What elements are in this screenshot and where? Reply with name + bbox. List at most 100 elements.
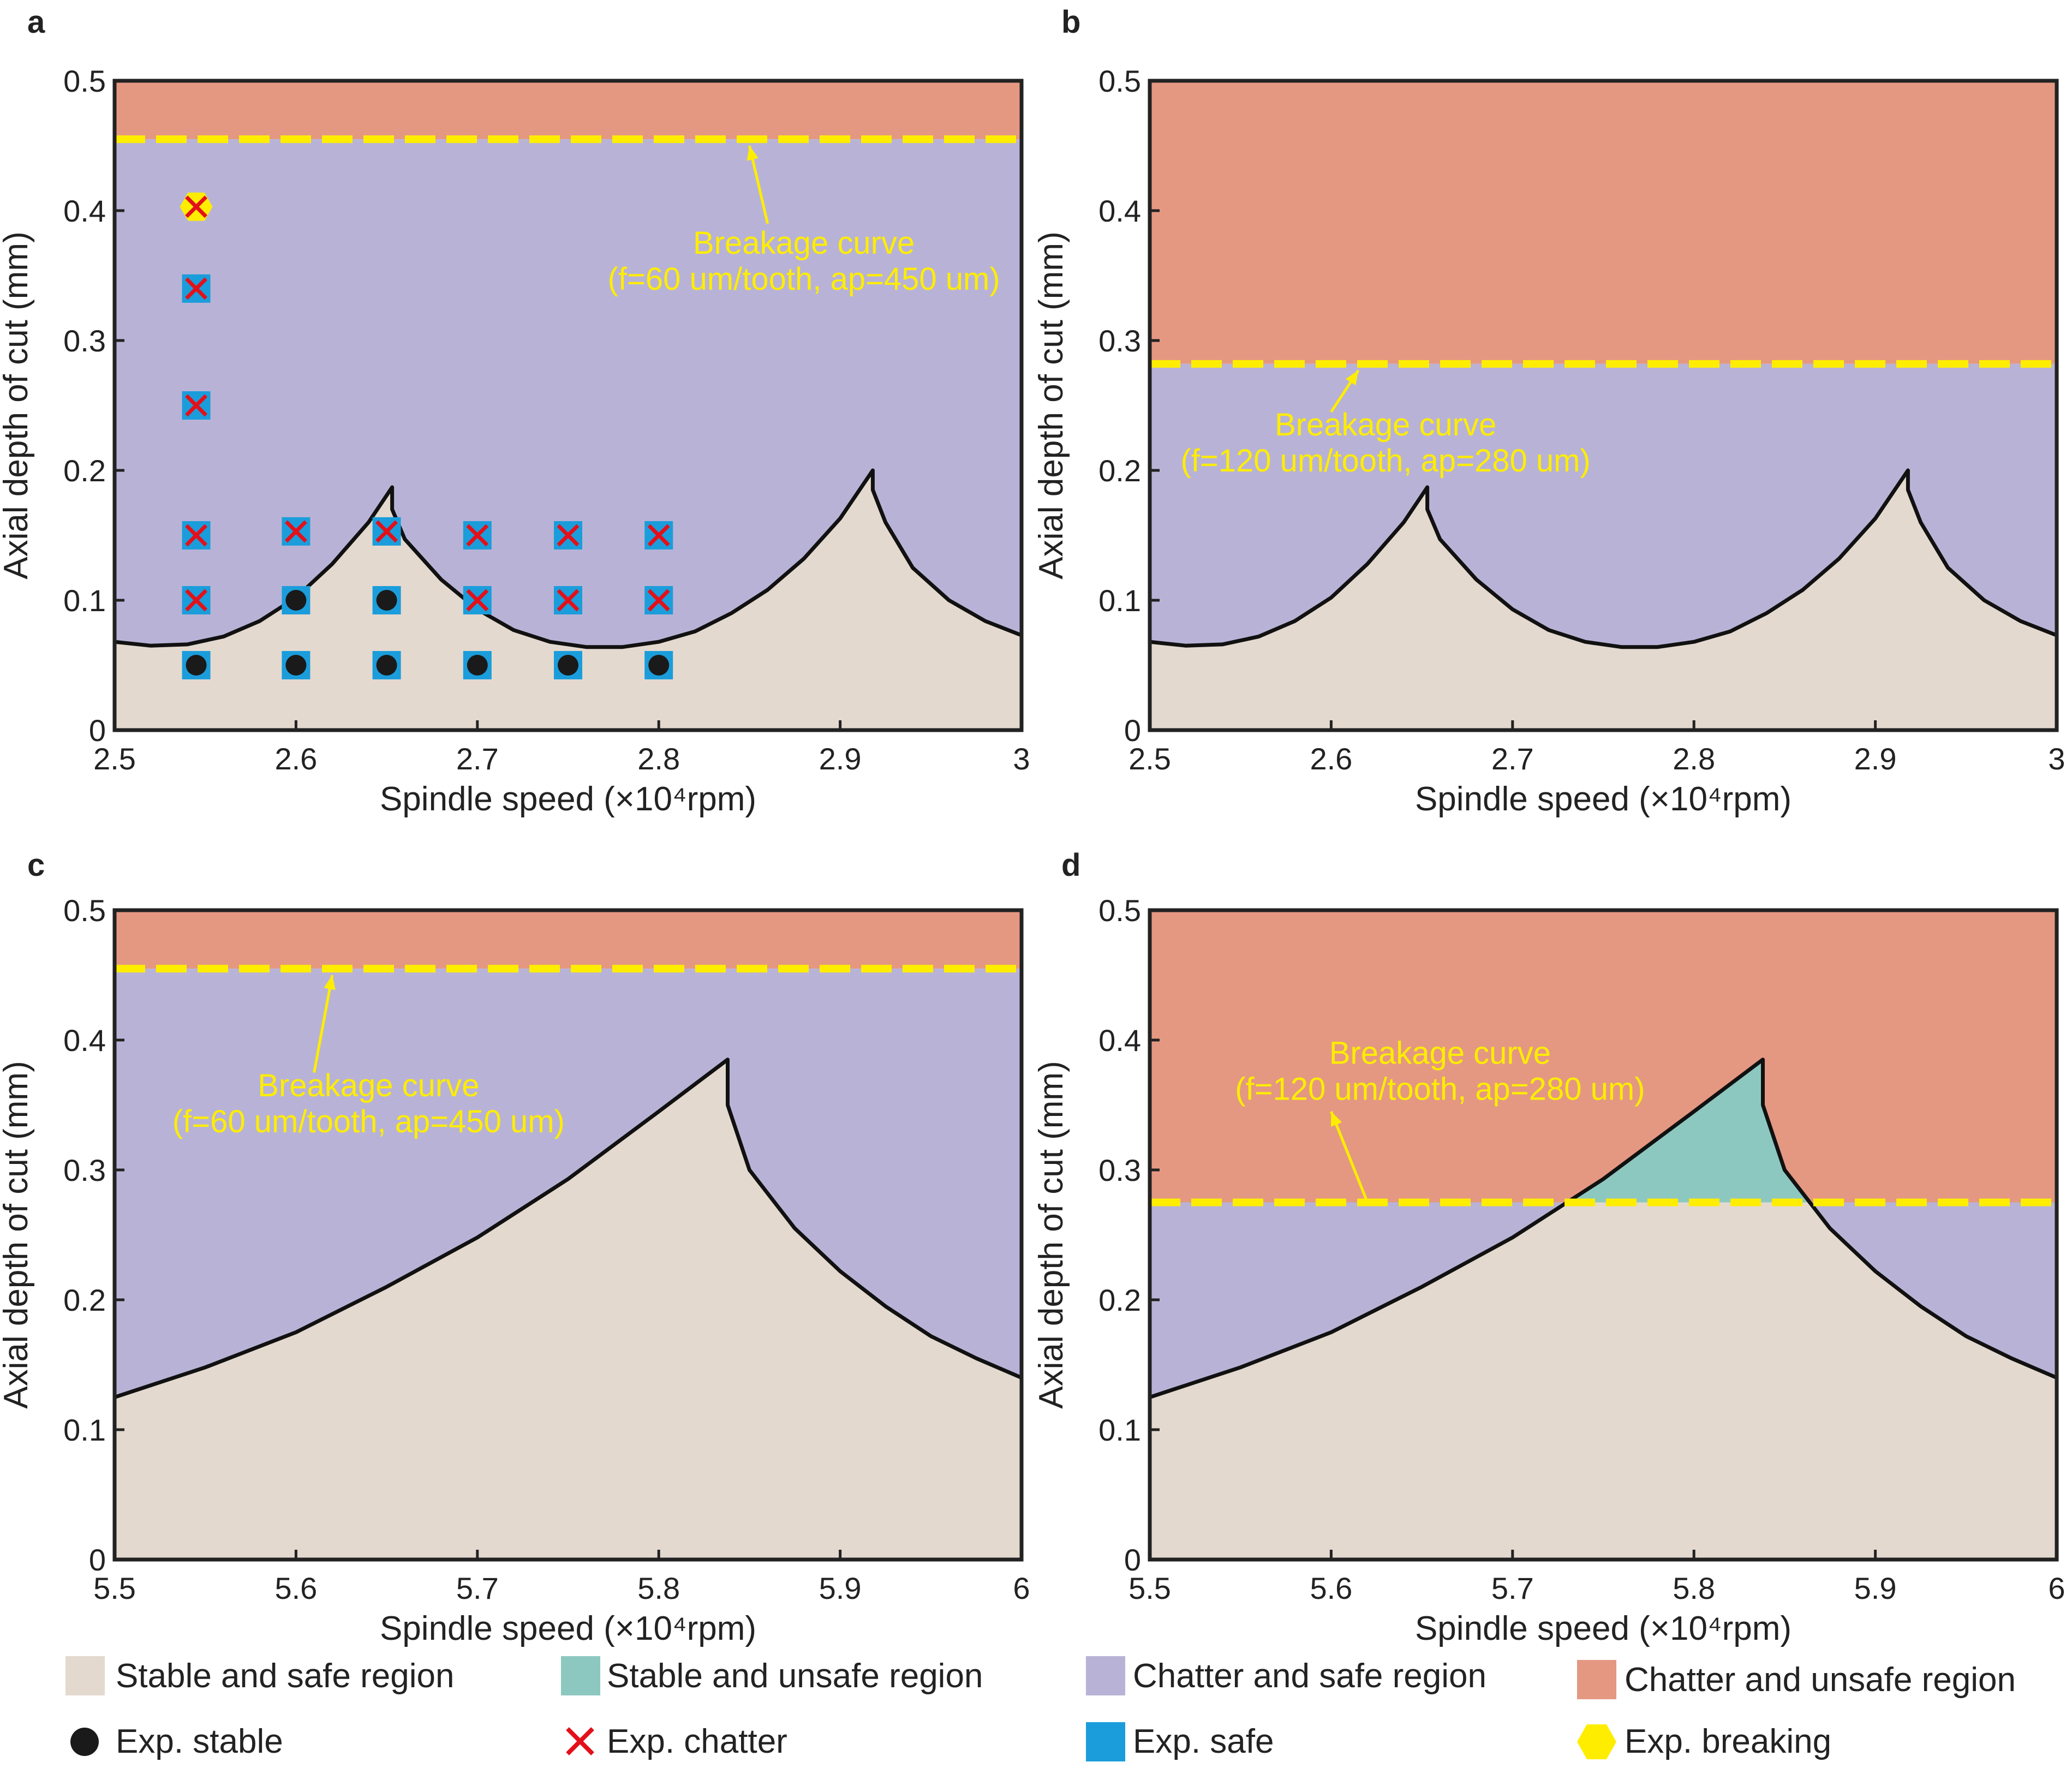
y-tick-label: 0.1 bbox=[1098, 583, 1141, 618]
breakage-arrow-head bbox=[324, 975, 336, 990]
x-tick-label: 5.7 bbox=[456, 1571, 499, 1605]
exp-stable-marker bbox=[467, 655, 488, 676]
x-tick-label: 2.8 bbox=[1673, 742, 1715, 776]
breakage-label-title: Breakage curve bbox=[1329, 1035, 1551, 1071]
y-tick-label: 0 bbox=[89, 1543, 106, 1577]
x-tick-label: 2.5 bbox=[1128, 742, 1171, 776]
exp-chatter-marker bbox=[466, 589, 489, 612]
panel-b: 2.5 2.6 2.7 2.8 2.9 3 0 0.1 0.2 0.3 0.4 0.5 Spindle … bbox=[1032, 64, 2065, 818]
legend-marker-exp-breaking bbox=[1577, 1724, 1616, 1759]
breakage-label-title: Breakage curve bbox=[693, 225, 915, 261]
exp-chatter-marker bbox=[185, 524, 208, 547]
legend-swatch-chatter-unsafe bbox=[1577, 1660, 1616, 1699]
exp-chatter-stroke bbox=[557, 589, 580, 612]
legend-label-exp-safe: Exp. safe bbox=[1133, 1723, 1274, 1760]
exp-chatter-stroke bbox=[647, 524, 670, 547]
panel-label-d: d bbox=[1061, 847, 1080, 883]
y-tick-label: 0 bbox=[1124, 1543, 1141, 1577]
panel-label-a: a bbox=[27, 4, 45, 40]
x-axis-label: Spindle speed (×10⁴rpm) bbox=[1415, 1610, 1792, 1647]
y-tick-label: 0.5 bbox=[63, 893, 106, 928]
legend-label-exp-stable: Exp. stable bbox=[116, 1723, 283, 1760]
exp-stable-marker bbox=[186, 655, 207, 676]
x-tick-label: 5.8 bbox=[1673, 1571, 1715, 1605]
panel-c: 5.5 5.6 5.7 5.8 5.9 6 0 0.1 0.2 0.3 0.4 0.5 Spindle … bbox=[0, 893, 1030, 1647]
breakage-arrow-head bbox=[1346, 370, 1359, 386]
legend-swatch-stable-unsafe bbox=[561, 1656, 600, 1695]
legend-label-exp-chatter: Exp. chatter bbox=[607, 1723, 787, 1760]
x-tick-label: 2.9 bbox=[819, 742, 862, 776]
x-tick-label: 3 bbox=[1013, 742, 1030, 776]
exp-stable-marker bbox=[558, 655, 578, 676]
legend-label-exp-breaking: Exp. breaking bbox=[1625, 1723, 1831, 1760]
exp-chatter-stroke bbox=[185, 277, 208, 300]
breakage-label-title: Breakage curve bbox=[1275, 407, 1496, 443]
panel-label-c: c bbox=[27, 847, 45, 883]
x-tick-label: 6 bbox=[2048, 1571, 2065, 1605]
y-tick-label: 0.1 bbox=[1098, 1413, 1141, 1447]
exp-chatter-stroke bbox=[557, 524, 580, 547]
legend-marker-exp-safe bbox=[1086, 1722, 1125, 1761]
y-tick-label: 0.1 bbox=[63, 583, 106, 618]
y-axis-label: Axial depth of cut (mm) bbox=[1032, 1061, 1070, 1408]
breakage-label-params: (f=120 um/tooth, ap=280 um) bbox=[1180, 443, 1590, 479]
x-tick-label: 5.8 bbox=[637, 1571, 680, 1605]
plot-area bbox=[1150, 81, 2057, 730]
x-tick-label: 5.9 bbox=[1854, 1571, 1897, 1605]
plot-area bbox=[115, 81, 1022, 730]
stability-lobe-curve bbox=[115, 1058, 1022, 1399]
legend-label-chatter-unsafe: Chatter and unsafe region bbox=[1625, 1661, 2016, 1699]
x-tick-label: 5.6 bbox=[1310, 1571, 1352, 1605]
axes-frame bbox=[1148, 908, 2059, 1562]
y-tick-label: 0.5 bbox=[63, 64, 106, 98]
stability-lobe-curve bbox=[1150, 468, 2057, 649]
exp-chatter-marker bbox=[185, 195, 208, 218]
legend-label-stable-unsafe: Stable and unsafe region bbox=[607, 1657, 983, 1695]
breakage-arrow-head bbox=[1330, 1111, 1342, 1127]
y-tick-label: 0.2 bbox=[63, 453, 106, 488]
x-tick-label: 5.9 bbox=[819, 1571, 862, 1605]
y-tick-label: 0.2 bbox=[1098, 1283, 1141, 1317]
breakage-arrow-shaft bbox=[313, 975, 334, 1073]
y-axis-label: Axial depth of cut (mm) bbox=[0, 231, 35, 579]
exp-stable-marker bbox=[285, 655, 307, 676]
exp-chatter-marker bbox=[647, 589, 670, 612]
legend-label-stable-safe: Stable and safe region bbox=[116, 1657, 454, 1695]
legend-marker-exp-chatter bbox=[566, 1727, 594, 1755]
y-tick-label: 0.4 bbox=[1098, 1023, 1141, 1058]
x-tick-label: 5.6 bbox=[274, 1571, 317, 1605]
y-axis-label: Axial depth of cut (mm) bbox=[1032, 231, 1070, 579]
exp-chatter-marker bbox=[647, 524, 670, 547]
axes-frame bbox=[1148, 79, 2059, 732]
exp-chatter-marker bbox=[557, 589, 580, 612]
y-tick-label: 0.2 bbox=[1098, 453, 1141, 488]
legend-label-chatter-safe: Chatter and safe region bbox=[1133, 1657, 1486, 1695]
plot-area bbox=[1150, 910, 2057, 1560]
chatter-unsafe-region bbox=[115, 910, 1022, 969]
legend: Stable and safe region Stable and unsafe… bbox=[65, 1656, 2016, 1761]
y-tick-label: 0.3 bbox=[63, 1153, 106, 1187]
stability-lobe-curve bbox=[1150, 1058, 2057, 1399]
x-tick-label: 2.9 bbox=[1854, 742, 1897, 776]
panel-a: 2.5 2.6 2.7 2.8 2.9 3 0 0.1 0.2 0.3 0.4 0.5 Spindle … bbox=[0, 64, 1030, 818]
panel-d: 5.5 5.6 5.7 5.8 5.9 6 0 0.1 0.2 0.3 0.4 0.5 Spindle … bbox=[1032, 893, 2065, 1647]
exp-chatter-stroke bbox=[185, 394, 208, 417]
axes-frame bbox=[112, 79, 1024, 732]
x-tick-label: 2.8 bbox=[637, 742, 680, 776]
exp-chatter-stroke bbox=[284, 520, 307, 543]
exp-chatter-marker bbox=[466, 524, 489, 547]
y-tick-label: 0.5 bbox=[1098, 64, 1141, 98]
axes-frame bbox=[112, 908, 1024, 1562]
y-tick-label: 0.3 bbox=[1098, 1153, 1141, 1187]
exp-stable-marker bbox=[285, 590, 307, 611]
exp-chatter-stroke bbox=[185, 524, 208, 547]
breakage-label-title: Breakage curve bbox=[258, 1068, 479, 1103]
x-tick-label: 5.5 bbox=[1128, 1571, 1171, 1605]
exp-chatter-stroke bbox=[466, 589, 489, 612]
y-tick-label: 0.4 bbox=[63, 194, 106, 228]
chatter-unsafe-region bbox=[1150, 81, 2057, 364]
x-tick-label: 6 bbox=[1013, 1571, 1030, 1605]
exp-chatter-stroke bbox=[375, 520, 398, 543]
y-tick-label: 0.4 bbox=[63, 1023, 106, 1058]
legend-marker-exp-stable bbox=[70, 1728, 99, 1756]
